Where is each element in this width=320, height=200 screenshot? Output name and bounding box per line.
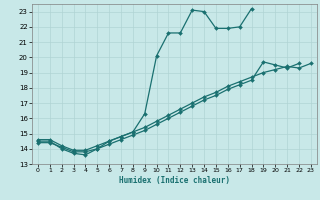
X-axis label: Humidex (Indice chaleur): Humidex (Indice chaleur)	[119, 176, 230, 185]
